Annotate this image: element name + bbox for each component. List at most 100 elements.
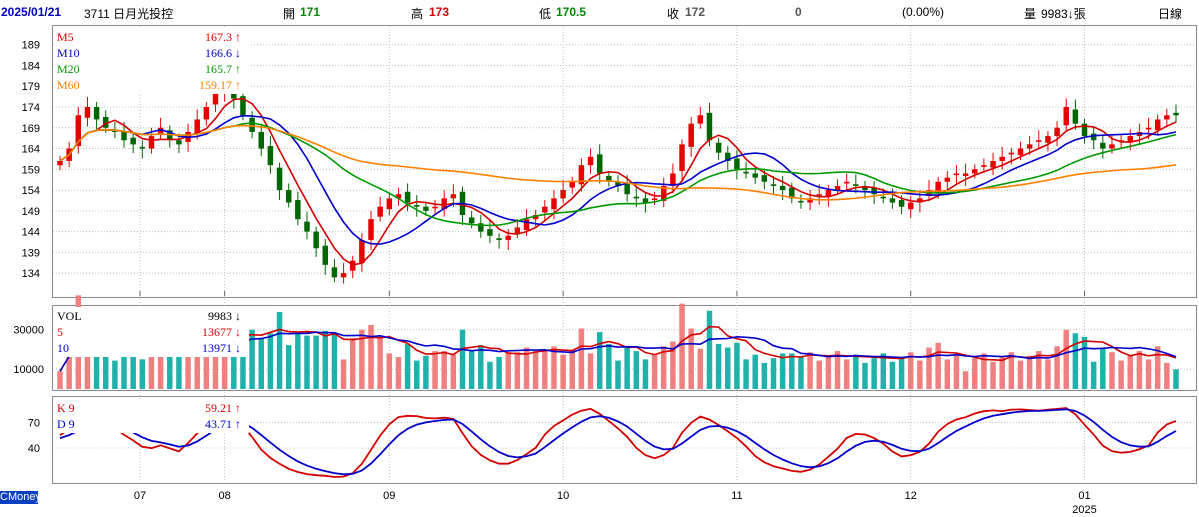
- candle-body: [807, 198, 813, 203]
- candle-body: [853, 184, 859, 186]
- close-label: 收: [667, 7, 680, 21]
- price-y-tick: 134: [22, 268, 40, 280]
- volume-bar: [715, 343, 722, 389]
- volume-legend-box: [54, 307, 249, 357]
- volume-label: 量: [1024, 7, 1037, 21]
- volume-bar: [688, 328, 694, 389]
- volume-bar: [606, 343, 612, 389]
- volume-bar: [578, 328, 585, 389]
- volume-bar: [231, 326, 237, 389]
- candle-body: [715, 142, 722, 153]
- candle-body: [725, 152, 731, 161]
- volume-bar: [962, 371, 969, 389]
- kd-legend-arrow: ↑: [235, 417, 241, 431]
- high-label: 高: [411, 7, 424, 21]
- volume-bar: [331, 334, 338, 389]
- candle-body: [157, 127, 164, 134]
- candle-body: [441, 198, 447, 210]
- volume-bar: [725, 347, 731, 389]
- volume-bar: [212, 335, 219, 389]
- volume-bar: [862, 362, 868, 389]
- candle-body: [953, 173, 960, 176]
- volume-bar: [505, 352, 511, 389]
- volume-legend-name: 5: [57, 325, 63, 339]
- volume-legend-arrow: ↓: [235, 325, 241, 339]
- candle-body: [450, 194, 457, 199]
- candle-body: [789, 187, 795, 199]
- volume-legend-value: 13971: [202, 341, 232, 355]
- volume-bar: [386, 353, 393, 389]
- volume-bar: [148, 338, 155, 389]
- volume-bar: [1017, 360, 1024, 389]
- price-y-tick: 139: [22, 247, 40, 259]
- volume-bar: [295, 332, 301, 389]
- candle-body: [843, 181, 850, 184]
- volume-bar: [990, 361, 996, 389]
- candle-body: [862, 185, 868, 191]
- volume-bar: [423, 355, 429, 389]
- volume-bar: [450, 354, 457, 389]
- candle-body: [203, 107, 210, 120]
- candle-body: [569, 181, 576, 188]
- price-y-tick: 149: [22, 206, 40, 218]
- candle-body: [295, 200, 301, 220]
- volume-bar: [1026, 355, 1033, 389]
- volume-bar: [972, 358, 978, 389]
- period-label: 日線: [1158, 7, 1183, 21]
- volume-bar: [203, 335, 210, 389]
- close-value: 172: [685, 5, 706, 19]
- volume-bar: [249, 329, 255, 389]
- candle-body: [1026, 144, 1033, 149]
- candle-body: [487, 229, 493, 236]
- ma60-line: [59, 124, 1177, 201]
- kd-legend-name: D 9: [57, 417, 75, 431]
- volume-bar: [523, 347, 530, 389]
- candle-body: [240, 96, 246, 116]
- volume-legend-name: 10: [57, 341, 69, 355]
- change-percent: (0.00%): [902, 5, 945, 19]
- candle-body: [57, 161, 63, 166]
- candle-body: [331, 267, 338, 278]
- candle-body: [743, 171, 749, 174]
- volume-bar: [871, 358, 877, 389]
- volume-bar: [981, 353, 987, 389]
- candle-body: [880, 196, 887, 199]
- volume-bar: [642, 359, 649, 389]
- volume-bar: [167, 341, 173, 389]
- volume-bar: [834, 351, 841, 389]
- kd-legend-value: 43.71: [205, 417, 232, 431]
- candle-body: [752, 173, 758, 178]
- price-y-tick: 144: [22, 227, 40, 239]
- candle-body: [981, 165, 987, 167]
- volume-bar: [633, 351, 640, 389]
- volume-bar: [185, 345, 191, 389]
- volume-bar: [825, 355, 832, 389]
- volume-bar: [752, 354, 758, 389]
- candle-body: [276, 167, 283, 191]
- price-legend-arrow: ↓: [235, 46, 241, 60]
- price-y-tick: 164: [22, 144, 40, 156]
- candle-body: [496, 238, 502, 240]
- candle-body: [212, 90, 219, 105]
- price-y-tick: 184: [22, 60, 40, 72]
- price-y-tick: 189: [22, 40, 40, 52]
- volume-bar: [880, 353, 887, 389]
- price-legend-arrow: ↑: [235, 30, 241, 44]
- volume-bar: [926, 347, 932, 389]
- candle-body: [514, 227, 521, 234]
- volume-bar: [102, 343, 109, 389]
- volume-bar: [587, 353, 594, 389]
- candle-body: [660, 185, 667, 201]
- volume-bar: [359, 329, 365, 389]
- candle-body: [633, 196, 640, 199]
- price-legend-value: 166.6: [205, 46, 232, 60]
- volume-bar: [240, 334, 246, 389]
- candle-body: [423, 206, 429, 211]
- volume-bar: [917, 360, 923, 389]
- low-value: 170.5: [556, 5, 587, 19]
- volume-bar: [843, 359, 850, 389]
- candle-body: [651, 198, 658, 201]
- candle-body: [349, 260, 356, 271]
- volume-bar: [267, 333, 274, 389]
- volume-bar: [313, 335, 319, 389]
